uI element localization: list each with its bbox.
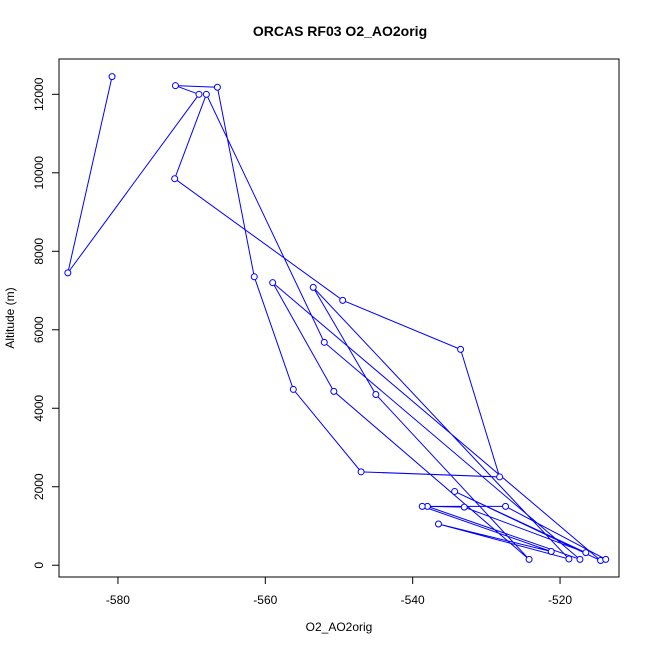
data-point <box>64 269 72 277</box>
data-point <box>502 502 510 510</box>
data-point <box>434 520 442 528</box>
data-point <box>195 90 203 98</box>
series-line <box>67 76 606 561</box>
x-tick-label: -540 <box>401 593 425 607</box>
data-point <box>565 555 573 563</box>
data-point <box>372 391 380 399</box>
y-tick-label: 4000 <box>32 395 46 422</box>
data-point <box>320 338 328 346</box>
data-point <box>525 555 533 563</box>
y-tick-label: 2000 <box>32 473 46 500</box>
y-axis-label: Altitude (m) <box>3 287 17 348</box>
x-axis-label: O2_AO2orig <box>306 620 373 634</box>
x-axis: -580 -560 -540 -520 <box>106 577 572 607</box>
data-point <box>330 387 338 395</box>
y-tick-label: 8000 <box>32 238 46 265</box>
y-tick-label: 6000 <box>32 316 46 343</box>
data-point <box>213 83 221 91</box>
x-tick-label: -560 <box>253 593 277 607</box>
data-point <box>451 487 459 495</box>
data-point <box>269 279 277 287</box>
data-point <box>339 296 347 304</box>
plot-frame <box>58 58 620 578</box>
y-tick-label: 10000 <box>32 156 46 190</box>
data-point <box>250 273 258 281</box>
data-point <box>171 82 179 90</box>
chart-title: ORCAS RF03 O2_AO2orig <box>253 23 427 39</box>
series-layer <box>64 73 610 565</box>
data-point <box>576 555 584 563</box>
data-point <box>202 90 210 98</box>
y-tick-label: 12000 <box>32 77 46 111</box>
data-point <box>289 385 297 393</box>
data-point <box>547 547 555 555</box>
data-point <box>108 73 116 81</box>
data-point <box>457 345 465 353</box>
data-point <box>309 283 317 291</box>
x-tick-label: -580 <box>106 593 130 607</box>
x-tick-label: -520 <box>548 593 572 607</box>
data-point <box>582 549 590 557</box>
data-point <box>357 468 365 476</box>
data-point <box>460 503 468 511</box>
data-point <box>171 175 179 183</box>
y-axis: 0 2000 4000 6000 8000 10000 12000 <box>32 77 59 569</box>
data-point <box>496 473 504 481</box>
y-tick-label: 0 <box>32 562 46 569</box>
data-point <box>602 555 610 563</box>
data-point <box>418 502 426 510</box>
